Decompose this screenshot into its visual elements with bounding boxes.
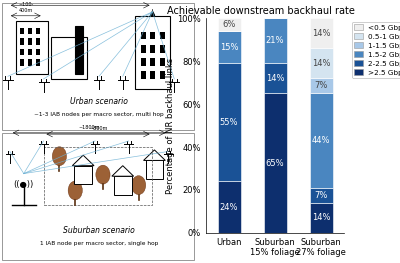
Text: 14%: 14% [312,59,330,68]
Bar [264,93,286,233]
Bar [218,181,240,233]
Bar [310,48,332,78]
Bar [20,59,24,66]
Bar [140,32,146,39]
Bar [264,63,286,93]
Bar [160,45,165,53]
Bar [146,160,163,179]
Polygon shape [144,150,165,160]
Circle shape [68,181,82,200]
Text: 7%: 7% [314,191,328,200]
Text: 24%: 24% [220,203,238,211]
Bar [114,176,132,195]
Bar [44,147,152,205]
Text: 15%: 15% [220,43,238,52]
Bar [16,21,48,74]
Bar [160,58,165,66]
Bar [218,63,240,181]
Bar [140,71,146,79]
Bar [150,58,156,66]
Bar [310,203,332,233]
Bar [150,71,156,79]
Bar [310,78,332,93]
Polygon shape [72,155,94,166]
Circle shape [132,176,146,195]
Bar [75,26,83,74]
Bar [20,49,24,55]
Text: 7%: 7% [314,82,328,90]
Text: 1 IAB node per macro sector, single hop: 1 IAB node per macro sector, single hop [40,241,158,246]
Text: 55%: 55% [220,118,238,127]
Bar [36,49,40,55]
Text: 6%: 6% [222,20,236,29]
Text: Suburban scenario: Suburban scenario [63,226,135,235]
Bar [2,133,194,260]
Text: ~450m: ~450m [70,0,88,1]
Bar [28,38,32,45]
Bar [28,28,32,34]
Bar [2,3,194,130]
Text: Urban scenario: Urban scenario [70,97,128,106]
Y-axis label: Percentage of NR backhaul links: Percentage of NR backhaul links [166,57,175,194]
Bar [135,16,170,89]
Bar [28,49,32,55]
Text: 21%: 21% [266,36,284,45]
Bar [310,93,332,188]
Text: ~800m: ~800m [90,127,108,132]
Bar [150,32,156,39]
Polygon shape [112,166,134,176]
Text: 44%: 44% [312,136,330,145]
Bar [20,38,24,45]
Text: 14%: 14% [312,29,330,38]
Bar [310,188,332,203]
Text: ((●)): ((●)) [14,180,34,189]
Bar [28,59,32,66]
Bar [140,45,146,53]
Circle shape [96,165,110,184]
Bar [218,18,240,31]
Bar [74,166,92,184]
Text: 14%: 14% [312,213,330,222]
Bar [36,38,40,45]
Bar [160,32,165,39]
Bar [160,71,165,79]
Legend: <0.5 Gbps, 0.5-1 Gbps, 1-1.5 Gbps, 1.5-2 Gbps, 2-2.5 Gbps, >2.5 Gbps: <0.5 Gbps, 0.5-1 Gbps, 1-1.5 Gbps, 1.5-2… [352,22,400,78]
Bar [36,59,40,66]
Bar [36,28,40,34]
Circle shape [52,147,66,166]
Bar [150,45,156,53]
Bar [218,31,240,63]
Text: ~1-3 IAB nodes per macro sector, multi hop: ~1-3 IAB nodes per macro sector, multi h… [34,112,164,117]
Text: 14%: 14% [266,74,284,83]
Text: ~1800m: ~1800m [78,125,100,130]
Text: ~100-
400m: ~100- 400m [18,2,33,13]
Bar [140,58,146,66]
Text: Achievable downstream backhaul rate: Achievable downstream backhaul rate [167,6,355,16]
Bar [264,18,286,63]
Text: 65%: 65% [266,159,284,168]
Bar [310,18,332,48]
Bar [20,28,24,34]
Bar [52,37,87,79]
